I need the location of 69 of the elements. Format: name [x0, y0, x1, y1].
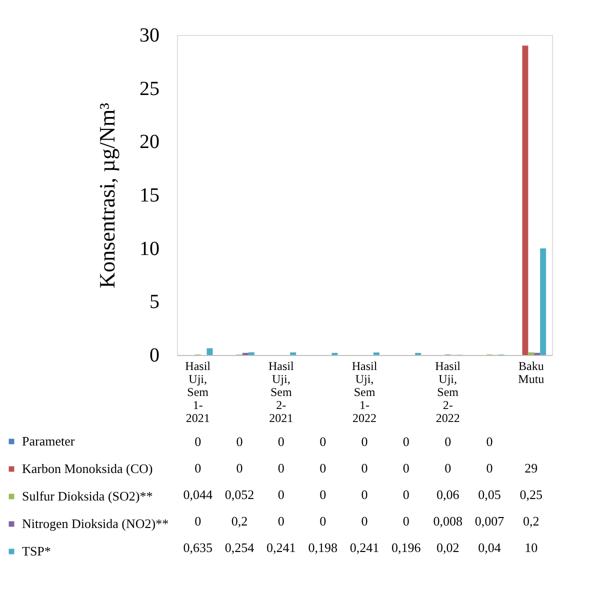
data-label: 0 — [194, 434, 202, 449]
data-label: 0 — [320, 514, 326, 528]
data-label: 0,04 — [478, 540, 502, 555]
legend-label: Sulfur Dioksida (SO2)** — [22, 488, 153, 504]
data-label: 0,241 — [350, 540, 380, 555]
data-label: 0,044 — [183, 487, 213, 502]
data-label: 0 — [361, 460, 368, 476]
data-label: 0 — [194, 514, 202, 528]
bar — [206, 348, 213, 355]
data-label: 0,052 — [224, 487, 254, 502]
bar — [522, 46, 528, 355]
data-label: 0,008 — [433, 514, 462, 528]
data-label: 0,05 — [478, 487, 501, 502]
x-tick-label: Baku Mutu — [518, 359, 544, 386]
y-tick-label: 5 — [150, 291, 160, 314]
bar — [290, 352, 296, 355]
data-label: 0,2 — [523, 514, 540, 528]
legend-label: Karbon Monoksida (CO) — [22, 461, 153, 476]
data-label: 0 — [236, 460, 243, 476]
y-tick-label: 25 — [140, 78, 160, 100]
data-label: 0 — [236, 434, 243, 449]
legend-label: Parameter — [22, 434, 76, 448]
data-label: 0,06 — [436, 487, 460, 502]
data-label: 0 — [194, 460, 202, 476]
x-tick-label: Hasil Uji, Sem 1-2021 — [185, 359, 212, 425]
data-label: 0,02 — [436, 540, 460, 555]
data-label: 0,007 — [474, 514, 505, 528]
y-tick-label: 15 — [140, 184, 160, 206]
y-tick-label: 20 — [140, 131, 160, 154]
legend-label: TSP* — [22, 544, 51, 558]
data-label: 0,196 — [392, 540, 422, 555]
data-label: 0 — [278, 487, 284, 502]
data-label: 0 — [402, 434, 410, 449]
data-label: 10 — [524, 540, 538, 555]
data-label: 0 — [444, 434, 452, 449]
bar — [528, 352, 534, 355]
data-label: 0 — [278, 514, 284, 528]
data-label: 0 — [402, 487, 410, 502]
data-label: 0 — [278, 434, 284, 449]
data-label: 0 — [320, 460, 326, 476]
y-axis-title: Konsentrasi, µg/Nm³ — [94, 102, 120, 288]
data-label: 0,198 — [308, 540, 338, 555]
data-label: 0 — [486, 434, 493, 449]
data-label: 0 — [320, 434, 326, 449]
data-label: 0 — [402, 514, 410, 528]
data-label: 0 — [361, 434, 368, 449]
data-label: 0,241 — [266, 540, 296, 555]
x-tick-label: Hasil Uji, Sem 1-2022 — [352, 359, 378, 425]
bar — [540, 248, 546, 355]
y-tick-label: 30 — [140, 24, 160, 46]
data-label: 0,2 — [231, 514, 248, 528]
y-tick-label: 10 — [140, 238, 160, 260]
bar — [373, 352, 380, 355]
data-label: 0 — [278, 460, 284, 476]
x-tick-label: Hasil Uji, Sem 2-2021 — [268, 359, 294, 425]
data-label: 0,254 — [224, 540, 255, 555]
legend-label: Nitrogen Dioksida (NO2)** — [22, 516, 169, 531]
data-label: 0 — [361, 514, 368, 528]
bar — [248, 352, 254, 355]
data-label: 0,25 — [520, 487, 543, 502]
data-label: 0 — [486, 460, 493, 476]
data-label: 29 — [524, 460, 538, 476]
data-label: 0,635 — [183, 540, 212, 555]
data-label: 0 — [444, 460, 452, 476]
data-label: 0 — [402, 460, 410, 476]
x-tick-label: Hasil Uji, Sem 2-2022 — [435, 359, 462, 425]
data-label: 0 — [361, 487, 368, 502]
data-label: 0 — [320, 487, 326, 502]
y-tick-label: 0 — [150, 344, 160, 366]
